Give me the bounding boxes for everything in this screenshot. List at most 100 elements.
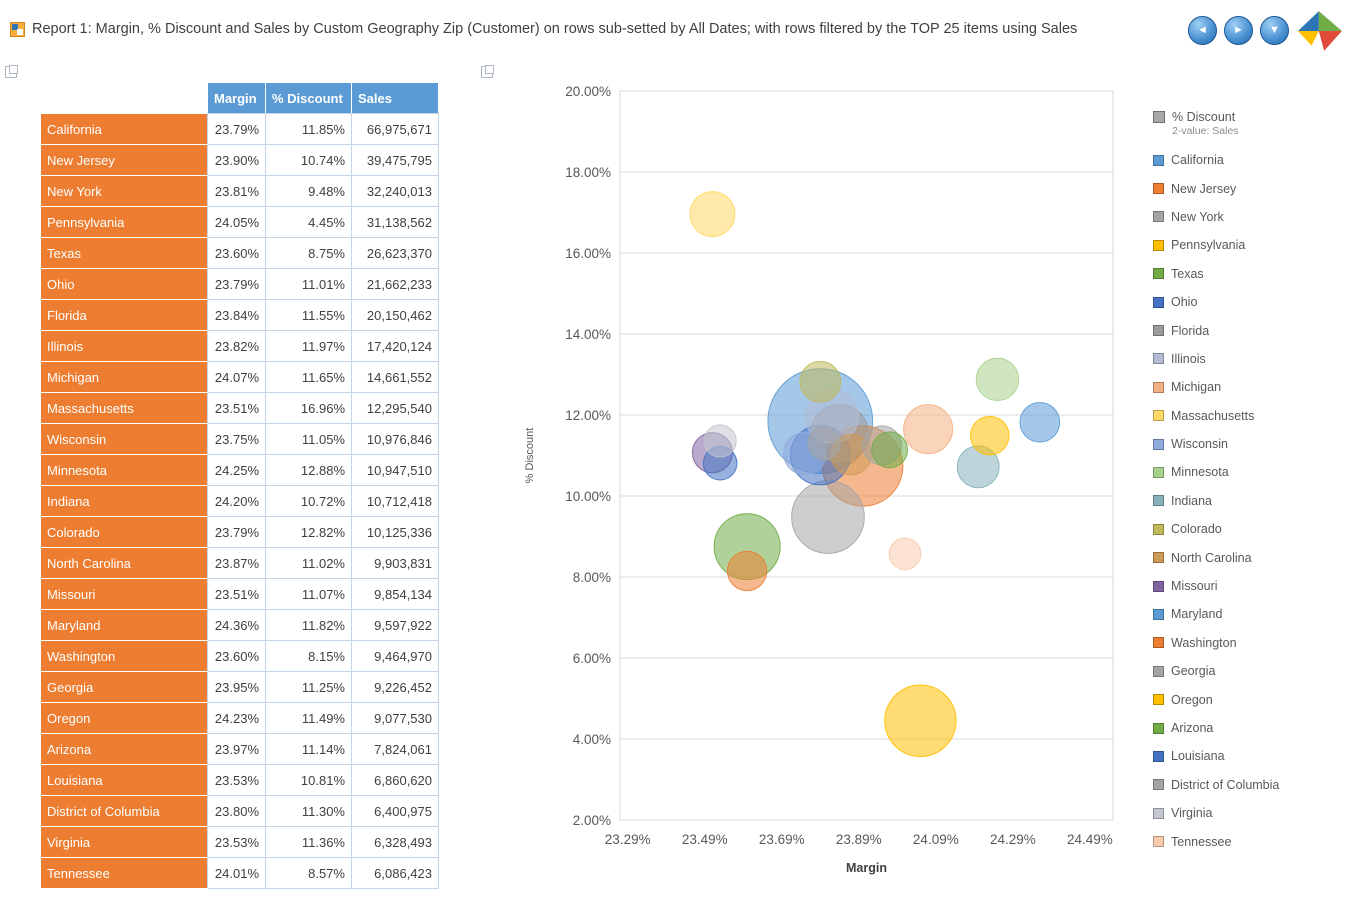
table-row: Florida 23.84% 11.55% 20,150,462 xyxy=(40,299,439,331)
legend-item-georgia[interactable]: Georgia xyxy=(1153,657,1353,685)
row-header-california[interactable]: California xyxy=(40,113,208,145)
bubble-virginia[interactable] xyxy=(703,424,737,458)
row-header-louisiana[interactable]: Louisiana xyxy=(40,764,208,796)
row-header-massachusetts[interactable]: Massachusetts xyxy=(40,392,208,424)
legend-label: Indiana xyxy=(1171,493,1213,508)
row-header-maryland[interactable]: Maryland xyxy=(40,609,208,641)
nav-back-button[interactable]: ◄ xyxy=(1188,16,1217,45)
bubble-colorado[interactable] xyxy=(799,360,842,403)
legend-item-massachusetts[interactable]: Massachusetts xyxy=(1153,402,1353,430)
row-header-minnesota[interactable]: Minnesota xyxy=(40,454,208,486)
table-row: Louisiana 23.53% 10.81% 6,860,620 xyxy=(40,764,439,796)
legend-header: % Discount xyxy=(1153,110,1353,124)
row-header-virginia[interactable]: Virginia xyxy=(40,826,208,858)
value-cell: 16.96% xyxy=(265,392,352,424)
legend-item-district-of-columbia[interactable]: District of Columbia xyxy=(1153,771,1353,799)
legend-item-ohio[interactable]: Ohio xyxy=(1153,288,1353,316)
row-header-colorado[interactable]: Colorado xyxy=(40,516,208,548)
nav-down-button[interactable]: ▼ xyxy=(1260,16,1289,45)
bubble-washington[interactable] xyxy=(726,550,768,592)
legend-item-virginia[interactable]: Virginia xyxy=(1153,799,1353,827)
legend-item-north-carolina[interactable]: North Carolina xyxy=(1153,543,1353,571)
table-row: District of Columbia 23.80% 11.30% 6,400,97… xyxy=(40,795,439,827)
legend-label: Arizona xyxy=(1171,721,1214,735)
table-row: California 23.79% 11.85% 66,975,671 xyxy=(40,113,439,145)
row-header-indiana[interactable]: Indiana xyxy=(40,485,208,517)
value-cell: 66,975,671 xyxy=(351,113,439,145)
legend-item-michigan[interactable]: Michigan xyxy=(1153,373,1353,401)
y-axis-tick-label: 2.00% xyxy=(573,813,611,828)
legend-item-colorado[interactable]: Colorado xyxy=(1153,515,1353,543)
legend-item-washington[interactable]: Washington xyxy=(1153,629,1353,657)
legend-item-new-york[interactable]: New York xyxy=(1153,203,1353,231)
bubble-new-york[interactable] xyxy=(791,480,865,554)
row-header-missouri[interactable]: Missouri xyxy=(40,578,208,610)
row-header-oregon[interactable]: Oregon xyxy=(40,702,208,734)
column-header--discount[interactable]: % Discount xyxy=(265,82,352,114)
value-cell: 20,150,462 xyxy=(351,299,439,331)
row-header-tennessee[interactable]: Tennessee xyxy=(40,857,208,889)
row-header-ohio[interactable]: Ohio xyxy=(40,268,208,300)
value-cell: 11.85% xyxy=(265,113,352,145)
legend-item-florida[interactable]: Florida xyxy=(1153,316,1353,344)
table-row: Oregon 24.23% 11.49% 9,077,530 xyxy=(40,702,439,734)
row-header-georgia[interactable]: Georgia xyxy=(40,671,208,703)
row-header-wisconsin[interactable]: Wisconsin xyxy=(40,423,208,455)
value-cell: 11.01% xyxy=(265,268,352,300)
chart-panel-expand-icon[interactable] xyxy=(481,65,494,78)
value-cell: 10,712,418 xyxy=(351,485,439,517)
legend-label: Tennessee xyxy=(1171,834,1232,849)
table-panel-expand-icon[interactable] xyxy=(5,65,18,78)
bubble-maryland[interactable] xyxy=(1019,401,1061,443)
bubble-oregon[interactable] xyxy=(969,415,1010,456)
legend-item-minnesota[interactable]: Minnesota xyxy=(1153,458,1353,486)
legend-item-wisconsin[interactable]: Wisconsin xyxy=(1153,430,1353,458)
row-header-washington[interactable]: Washington xyxy=(40,640,208,672)
bubble-michigan[interactable] xyxy=(903,404,954,455)
legend-item-missouri[interactable]: Missouri xyxy=(1153,572,1353,600)
bubble-minnesota[interactable] xyxy=(975,357,1020,402)
row-header-michigan[interactable]: Michigan xyxy=(40,361,208,393)
bubble-massachusetts[interactable] xyxy=(689,191,736,238)
legend-subtitle: 2-value: Sales xyxy=(1172,125,1239,137)
legend-label: Louisiana xyxy=(1171,749,1225,764)
value-cell: 23.84% xyxy=(207,299,266,331)
row-header-illinois[interactable]: Illinois xyxy=(40,330,208,362)
legend-item-arizona[interactable]: Arizona xyxy=(1153,714,1353,742)
bubble-arizona[interactable] xyxy=(871,431,909,469)
legend-item-tennessee[interactable]: Tennessee xyxy=(1153,827,1353,855)
legend-item-texas[interactable]: Texas xyxy=(1153,260,1353,288)
column-header-margin[interactable]: Margin xyxy=(207,82,266,114)
row-header-district-of-columbia[interactable]: District of Columbia xyxy=(40,795,208,827)
legend-item-illinois[interactable]: Illinois xyxy=(1153,345,1353,373)
legend-item-maryland[interactable]: Maryland xyxy=(1153,600,1353,628)
row-header-new-jersey[interactable]: New Jersey xyxy=(40,144,208,176)
bubble-pennsylvania[interactable] xyxy=(884,684,957,757)
legend-item-indiana[interactable]: Indiana xyxy=(1153,487,1353,515)
legend-item-pennsylvania[interactable]: Pennsylvania xyxy=(1153,231,1353,259)
value-cell: 8.15% xyxy=(265,640,352,672)
nav-forward-button[interactable]: ► xyxy=(1224,16,1253,45)
value-cell: 17,420,124 xyxy=(351,330,439,362)
row-header-arizona[interactable]: Arizona xyxy=(40,733,208,765)
legend-item-new-jersey[interactable]: New Jersey xyxy=(1153,174,1353,202)
x-axis-title: Margin xyxy=(846,861,887,875)
value-cell: 9,903,831 xyxy=(351,547,439,579)
row-header-pennsylvania[interactable]: Pennsylvania xyxy=(40,206,208,238)
value-cell: 12.88% xyxy=(265,454,352,486)
legend-item-oregon[interactable]: Oregon xyxy=(1153,685,1353,713)
row-header-florida[interactable]: Florida xyxy=(40,299,208,331)
legend-swatch-icon xyxy=(1153,750,1164,762)
y-axis-title: % Discount xyxy=(524,428,536,484)
column-header-sales[interactable]: Sales xyxy=(351,82,439,114)
x-axis-tick-label: 24.09% xyxy=(913,832,959,847)
legend-item-california[interactable]: California xyxy=(1153,146,1353,174)
row-header-north-carolina[interactable]: North Carolina xyxy=(40,547,208,579)
arrow-left-icon: ◄ xyxy=(1197,24,1208,36)
row-header-new-york[interactable]: New York xyxy=(40,175,208,207)
data-grid: Margin% Discount Sales California 23.79% 11… xyxy=(40,82,439,889)
bubble-tennessee[interactable] xyxy=(888,537,922,571)
legend-item-louisiana[interactable]: Louisiana xyxy=(1153,742,1353,770)
row-header-texas[interactable]: Texas xyxy=(40,237,208,269)
bubble-district-of-columbia[interactable] xyxy=(807,426,841,461)
